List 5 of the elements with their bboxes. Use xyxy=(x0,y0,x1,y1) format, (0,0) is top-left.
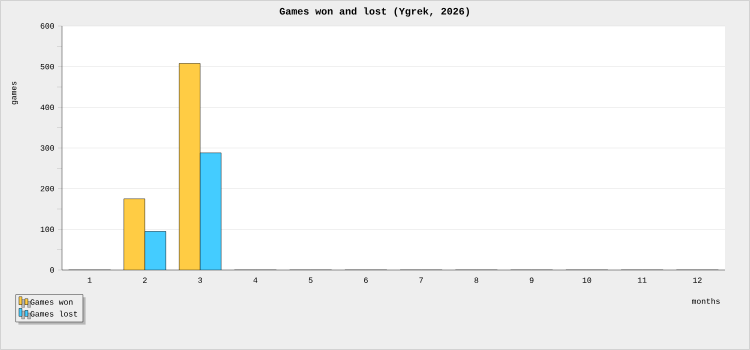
chart-title: Games won and lost (Ygrek, 2026) xyxy=(280,7,469,17)
bar xyxy=(124,198,145,270)
bar xyxy=(144,231,166,270)
bar xyxy=(200,152,222,270)
bar xyxy=(179,63,200,270)
